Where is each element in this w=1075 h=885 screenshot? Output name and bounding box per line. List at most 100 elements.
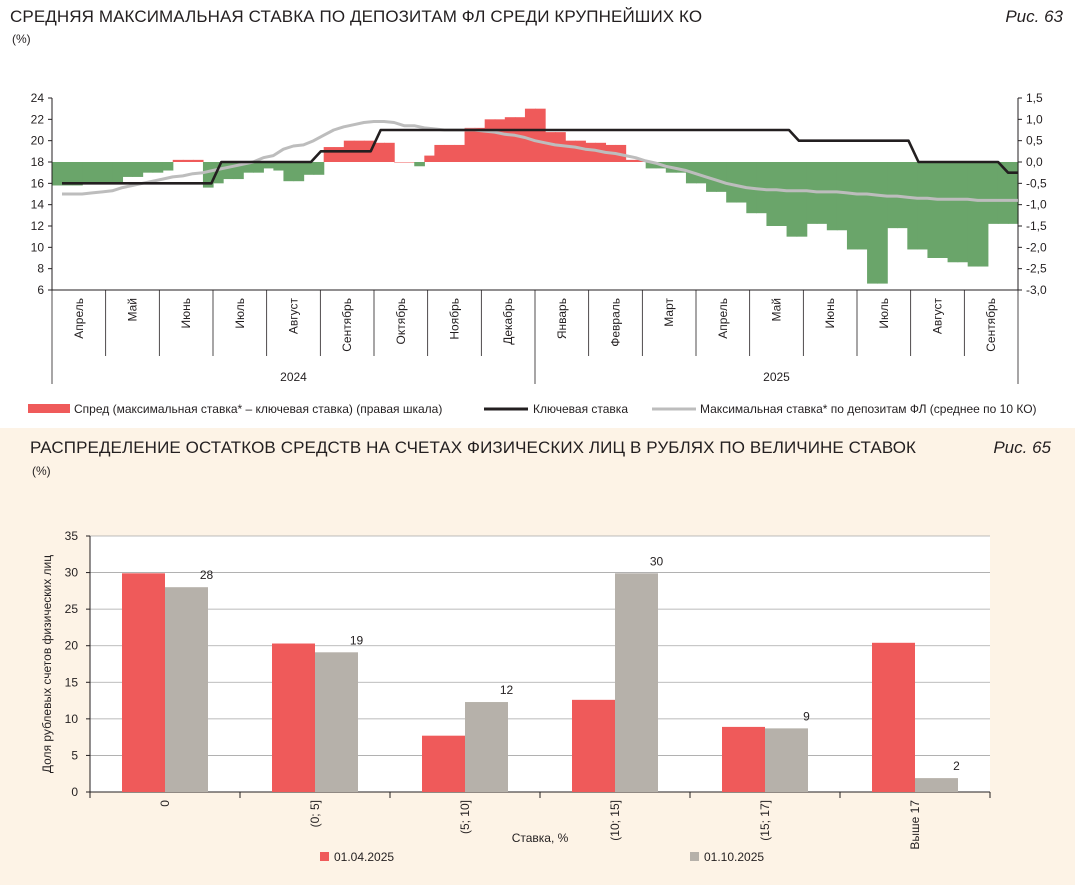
legend-swatch-0104 — [320, 852, 329, 861]
spread-bar — [917, 162, 929, 250]
spread-bar — [766, 162, 778, 226]
spread-bar — [836, 162, 848, 231]
right-tick-label: 0,5 — [1026, 134, 1043, 148]
spread-bar — [404, 162, 415, 163]
data-label: 19 — [350, 633, 364, 647]
spread-bar — [977, 162, 989, 267]
right-tick-label: -1,0 — [1026, 198, 1047, 212]
legend-spread-swatch — [28, 404, 70, 413]
legend-spread-label: Спред (максимальная ставка* – ключевая с… — [74, 402, 442, 416]
month-label: Июнь — [823, 298, 837, 329]
spread-bar — [323, 147, 335, 162]
distribution-chart: 35 30 25 20 15 10 5 0 28 0 19 (0; 5] 12 (5; 10] 30 (10;… — [40, 529, 991, 864]
left-tick-label: 12 — [31, 219, 45, 233]
spread-bar — [826, 162, 838, 231]
spread-bar — [454, 144, 466, 162]
left-tick-label: 20 — [31, 134, 45, 148]
right-tick-label: 0,0 — [1026, 155, 1043, 169]
category-label: (15; 17] — [758, 800, 772, 841]
bar-01.10.2025 — [315, 652, 358, 792]
spread-bar — [997, 162, 1009, 224]
spread-bar — [545, 132, 556, 162]
spread-bar — [726, 162, 737, 203]
chart-title: СРЕДНЯЯ МАКСИМАЛЬНАЯ СТАВКА ПО ДЕПОЗИТАМ… — [10, 7, 703, 26]
left-tick-label: 22 — [31, 112, 45, 126]
spread-bar — [877, 162, 888, 284]
month-label: Декабрь — [501, 298, 515, 345]
figure-63: СРЕДНЯЯ МАКСИМАЛЬНАЯ СТАВКА ПО ДЕПОЗИТАМ… — [0, 0, 1075, 428]
spread-bar — [202, 162, 214, 188]
spread-bar — [172, 159, 184, 162]
bar-01.04.2025 — [422, 735, 465, 792]
spread-bar — [937, 162, 949, 258]
key-rate-line — [62, 128, 1018, 185]
spread-bar — [927, 162, 939, 258]
spread-bar — [52, 162, 63, 186]
bar-01.10.2025 — [165, 587, 208, 792]
spread-bar — [333, 147, 345, 162]
month-label: Апрель — [716, 298, 730, 339]
data-label: 28 — [200, 568, 214, 582]
spread-bar — [102, 162, 113, 184]
spread-bar — [756, 162, 768, 214]
spread-bar — [565, 140, 576, 162]
bar-01.10.2025 — [615, 573, 658, 792]
spread-bar — [796, 162, 808, 237]
y-tick-label: 25 — [65, 602, 79, 616]
data-label: 30 — [650, 554, 664, 568]
spread-bar — [192, 159, 204, 162]
spread-bar — [585, 142, 596, 162]
bar-01.04.2025 — [722, 726, 765, 792]
spread-bar — [122, 162, 134, 177]
spread-bar — [786, 162, 798, 237]
spread-bar — [243, 162, 254, 173]
left-tick-label: 16 — [31, 176, 45, 190]
year-label: 2024 — [280, 370, 307, 384]
spread-bar — [152, 162, 164, 173]
chart-title: РАСПРЕДЕЛЕНИЕ ОСТАТКОВ СРЕДСТВ НА СЧЕТАХ… — [30, 438, 917, 457]
month-label: Июль — [877, 298, 891, 329]
spread-bar — [675, 162, 687, 173]
spread-bar — [535, 108, 546, 162]
left-tick-label: 18 — [31, 155, 45, 169]
chart-unit: (%) — [32, 464, 51, 478]
legend-label-0110: 01.10.2025 — [704, 850, 764, 864]
month-label: Май — [126, 298, 140, 322]
max-rate-line — [62, 120, 1018, 202]
month-label: Март — [662, 298, 676, 327]
spread-bar — [736, 162, 747, 203]
y-tick-label: 10 — [65, 712, 79, 726]
chart-unit: (%) — [12, 32, 31, 46]
spread-bar — [947, 162, 959, 263]
legend-label-0104: 01.04.2025 — [334, 850, 394, 864]
month-label: Февраль — [609, 298, 623, 347]
spread-bar — [696, 162, 707, 184]
left-tick-label: 24 — [31, 91, 45, 105]
category-label: (0; 5] — [308, 800, 322, 827]
spread-bar — [846, 162, 858, 250]
right-tick-label: -2,0 — [1026, 240, 1047, 254]
y-tick-label: 30 — [65, 566, 79, 580]
spread-bar — [293, 162, 305, 182]
figure-number: Рис. 63 — [1005, 7, 1063, 26]
spread-bar — [987, 162, 999, 224]
left-tick-label: 10 — [31, 240, 45, 254]
spread-bar — [72, 162, 83, 186]
y-tick-label: 0 — [71, 785, 78, 799]
spread-bar — [92, 162, 103, 184]
spread-bar — [394, 162, 405, 163]
left-tick-label: 14 — [31, 198, 45, 212]
spread-bar — [555, 132, 566, 162]
spread-bar — [867, 162, 878, 284]
spread-bar — [414, 162, 425, 167]
spread-chart: 24 22 20 18 16 14 12 10 8 6 1,5 1,0 0,5 0,0 -0,5 -1,0 -1… — [28, 91, 1047, 416]
spread-bar — [142, 162, 154, 173]
spread-bar — [504, 117, 516, 162]
spread-bar — [62, 162, 73, 186]
spread-bar — [182, 159, 194, 162]
spread-bar — [474, 127, 486, 162]
month-label: Апрель — [72, 298, 86, 339]
spread-bar — [112, 162, 124, 184]
spread-bar — [464, 127, 476, 162]
spread-bar — [233, 162, 244, 180]
